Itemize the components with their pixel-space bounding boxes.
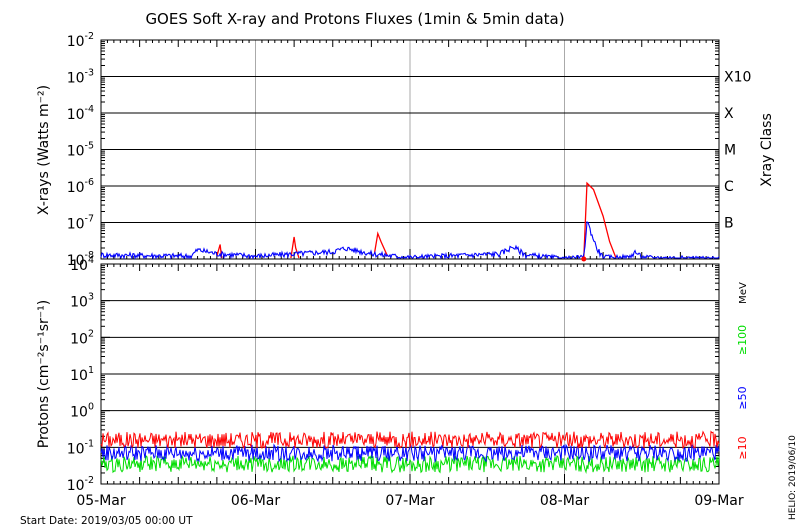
proton-y-tick-label: 10-2 xyxy=(67,475,94,494)
xray-class-label: X xyxy=(724,106,734,122)
proton-series-ge10 xyxy=(100,430,720,450)
proton-legend-ge100: ≥100 xyxy=(736,325,749,355)
xray-y-tick-label: 10-7 xyxy=(67,214,94,233)
proton-y-tick-label: 10-1 xyxy=(67,438,94,457)
proton-y-axis-label: Protons (cm⁻²s⁻¹sr⁻¹) xyxy=(36,300,52,449)
xray-y-tick-label: 10-3 xyxy=(67,68,94,87)
xray-frame xyxy=(100,39,720,260)
x-tick-label: 09-Mar xyxy=(694,493,744,509)
xray-y-tick-label: 10-2 xyxy=(67,31,94,50)
xray-y-tick-label: 10-4 xyxy=(67,104,94,123)
proton-y-tick-label: 103 xyxy=(70,292,94,311)
helio-stamp: HELIO: 2019/06/10 xyxy=(788,435,798,520)
proton-unit-label: MeV xyxy=(738,282,749,304)
xray-class-label: X10 xyxy=(724,70,751,86)
proton-y-tick-label: 101 xyxy=(70,365,94,384)
xray-class-label: M xyxy=(724,143,736,159)
xray-series-red xyxy=(216,181,617,259)
xray-class-label: B xyxy=(724,216,734,232)
proton-series-ge100 xyxy=(100,454,720,474)
proton-legend-ge10: ≥10 xyxy=(736,436,749,459)
xray-flare-peak xyxy=(581,256,587,262)
xray-panel: 10-2 10-3 10-4 10-5 10-6 10-7 10-8 X-rays (Watt… xyxy=(36,31,775,269)
proton-legend-ge50: ≥50 xyxy=(736,386,749,409)
proton-y-tick-label: 100 xyxy=(70,402,94,421)
proton-y-tick-label: 102 xyxy=(70,328,94,347)
start-date-label: Start Date: 2019/03/05 00:00 UT xyxy=(20,515,193,527)
proton-panel: 104 103 102 101 100 10-1 10-2 Protons (cm⁻²s⁻¹s… xyxy=(36,255,749,509)
proton-y-tick-label: 104 xyxy=(70,255,94,274)
x-tick-label: 08-Mar xyxy=(540,493,590,509)
xray-y-axis-label: X-rays (Watts m⁻²) xyxy=(36,85,52,215)
x-tick-label: 06-Mar xyxy=(231,493,281,509)
x-tick-label: 07-Mar xyxy=(385,493,435,509)
x-tick-label: 05-Mar xyxy=(76,493,126,509)
xray-y-tick-label: 10-5 xyxy=(67,141,94,160)
xray-class-label: C xyxy=(724,179,734,195)
xray-y-tick-label: 10-6 xyxy=(67,177,94,196)
chart-title: GOES Soft X-ray and Protons Fluxes (1min… xyxy=(145,10,564,28)
xray-y-tick-label: 10-8 xyxy=(67,250,94,269)
xray-class-axis-title: Xray Class xyxy=(759,113,775,187)
xray-series-blue xyxy=(100,221,720,261)
